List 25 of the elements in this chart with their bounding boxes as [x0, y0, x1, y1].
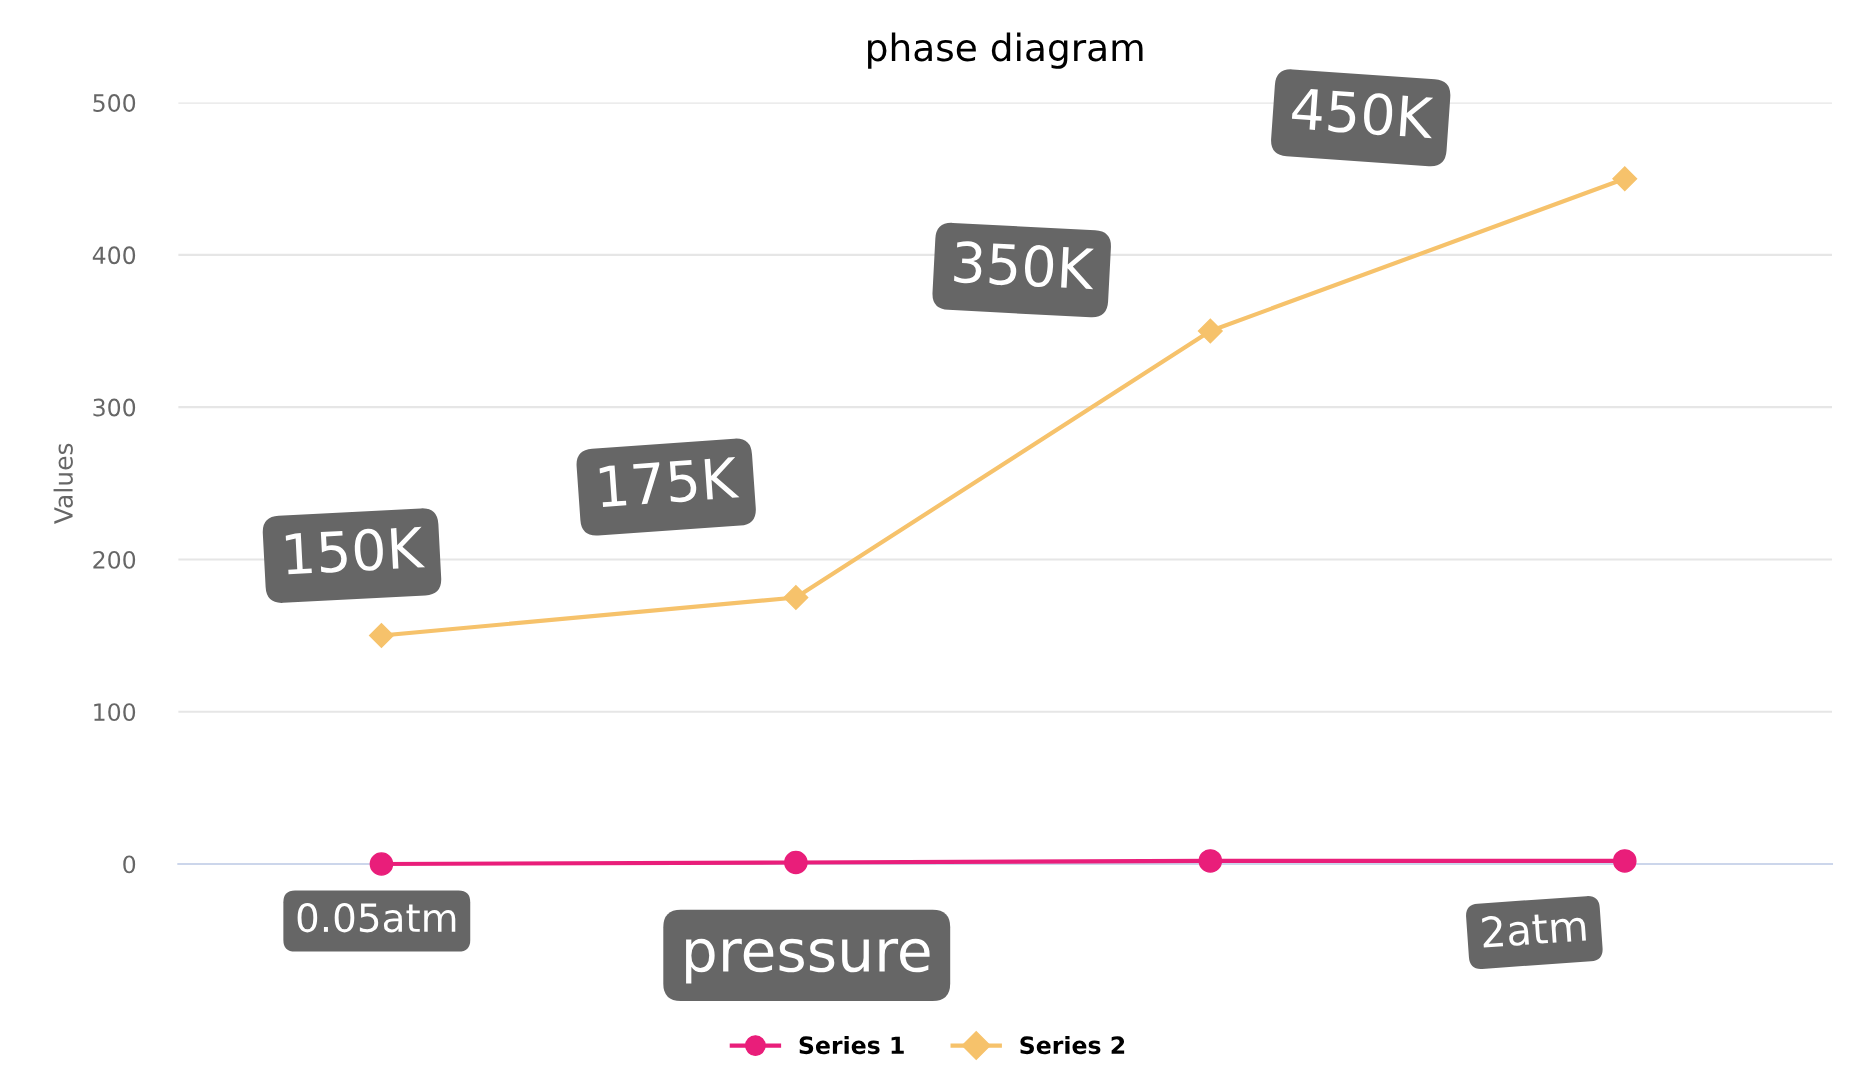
point: [369, 852, 394, 876]
y-tick-label: 100: [94, 703, 136, 722]
text: 0.05atm: [297, 902, 456, 933]
y-tick-label: 300: [93, 398, 136, 417]
point: [1198, 849, 1223, 873]
annotation: 450K: [1291, 87, 1435, 139]
y-tick-label: 400: [92, 246, 136, 265]
point: [1612, 849, 1637, 873]
chart-title: phase diagram: [868, 32, 1143, 69]
y-tick-label: 0: [123, 855, 136, 874]
text: pressure: [686, 938, 930, 984]
point: [1612, 166, 1638, 192]
point: [1197, 318, 1223, 344]
y-axis-title: Values: [53, 443, 73, 524]
legend-label: Series 1: [799, 1035, 904, 1055]
point: [784, 850, 808, 875]
legend-label: Series 2: [1020, 1035, 1125, 1055]
annotation: 175K: [599, 456, 740, 508]
text: 2atm: [1481, 909, 1586, 949]
y-tick-label: 500: [93, 94, 136, 112]
y-tick-label: 200: [93, 550, 136, 569]
point: [368, 623, 394, 649]
point: [783, 585, 809, 610]
annotation: 150K: [285, 525, 426, 576]
annotation: 350K: [953, 240, 1096, 290]
